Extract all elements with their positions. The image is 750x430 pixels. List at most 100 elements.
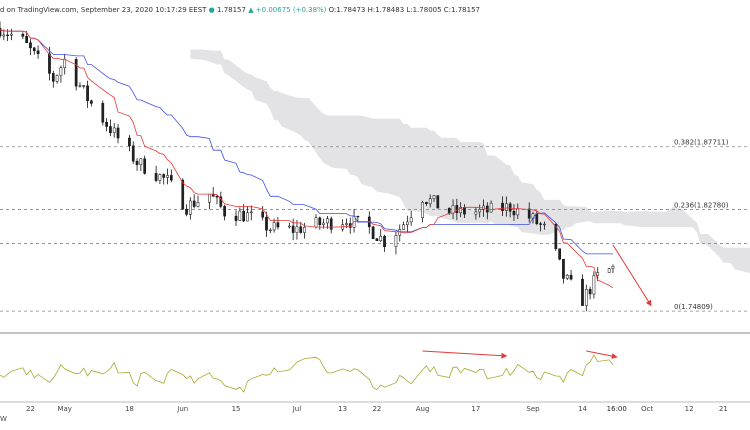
fib-label: 0(1.74809) — [674, 303, 713, 311]
candle-body — [82, 85, 86, 87]
candle-body — [406, 221, 409, 225]
candle-body — [234, 215, 238, 221]
candle-body — [131, 145, 135, 162]
candle-body — [345, 223, 348, 225]
candle-body — [539, 223, 542, 225]
fib-levels: 0.382(1.87711) 0.236(1.82780) 0(1.74809) — [0, 139, 750, 312]
candle-body — [219, 196, 223, 207]
candle-body — [383, 236, 386, 248]
candle-body — [90, 100, 93, 104]
candle-body — [25, 36, 28, 43]
candle-body — [584, 289, 588, 306]
candle-body — [527, 208, 531, 219]
candle-body — [588, 289, 592, 295]
candle-body — [10, 33, 13, 36]
x-tick-label: 15 — [232, 405, 241, 413]
x-tick-label: 17 — [471, 405, 480, 413]
candle-body — [504, 203, 508, 211]
candle-body — [223, 206, 226, 217]
candle-body — [249, 211, 253, 214]
candle-body — [569, 275, 573, 280]
candle-body — [169, 175, 173, 181]
x-tick-label: 22 — [26, 405, 35, 413]
x-tick-label: May — [57, 405, 71, 413]
candle-body — [394, 235, 398, 248]
candle-body — [63, 59, 67, 68]
candle-body — [268, 229, 272, 232]
header-source: d on TradingView.com, September 23, 2020… — [0, 6, 207, 14]
candle-body — [299, 226, 303, 233]
candle-body — [109, 126, 112, 134]
candle-body — [474, 211, 478, 215]
candle-body — [447, 207, 451, 214]
candle-body — [246, 212, 249, 222]
candle-body — [295, 226, 299, 233]
candle-body — [74, 59, 78, 87]
x-tick-label: 22 — [372, 405, 381, 413]
kijun-line — [0, 29, 613, 255]
candle-body — [291, 225, 295, 233]
candle-body — [478, 209, 482, 213]
candle-body — [265, 216, 268, 231]
x-tick-label: Aug — [416, 405, 430, 413]
x-tick-label: Oct — [641, 405, 653, 413]
candle-body — [581, 278, 584, 306]
candle-body — [421, 202, 424, 219]
candle-body — [322, 222, 325, 226]
candle-body — [59, 67, 63, 76]
candle-body — [436, 195, 440, 209]
x-tick-label: Jun — [176, 405, 188, 413]
candle-body — [398, 229, 402, 236]
fib-label: 0.382(1.87711) — [674, 139, 729, 147]
oscillator-pane — [0, 354, 614, 393]
candle-body — [208, 193, 211, 203]
oscillator-line — [0, 354, 614, 393]
candle-body — [51, 73, 55, 82]
candle-body — [238, 210, 242, 221]
candle-body — [154, 173, 158, 181]
candle-body — [166, 175, 169, 178]
candle-body — [592, 275, 596, 295]
candle-body — [128, 137, 131, 147]
candle-body — [287, 225, 291, 228]
x-tick-label: 13 — [338, 405, 347, 413]
candle-body — [101, 103, 105, 123]
candle-body — [565, 275, 569, 279]
candle-body — [428, 198, 432, 205]
candle-body — [0, 28, 2, 37]
candles — [0, 21, 615, 312]
candle-body — [261, 211, 265, 218]
time-axis: 22 May 18 Jun 15 Jul 13 22 Aug 17 Sep 14 16:00 Oct 12 2… — [26, 405, 728, 413]
tradingview-watermark-icon: W — [0, 415, 7, 423]
candle-body — [554, 223, 558, 250]
candle-body — [32, 47, 36, 52]
candle-body — [516, 208, 520, 216]
candle-body — [501, 202, 504, 211]
candle-body — [596, 272, 600, 276]
annotation-arrow — [612, 244, 652, 307]
candle-body — [139, 158, 143, 166]
candle-body — [215, 196, 219, 198]
candle-body — [607, 268, 611, 273]
annotation-arrow — [422, 350, 508, 359]
candle-body — [196, 202, 200, 207]
candle-body — [162, 174, 166, 178]
candle-body — [562, 258, 565, 279]
moving-averages — [0, 29, 614, 289]
candle-body — [192, 200, 196, 207]
candle-body — [543, 223, 546, 226]
candle-body — [36, 50, 40, 55]
candle-body — [185, 208, 188, 215]
candle-body — [189, 200, 192, 215]
candle-body — [2, 34, 6, 37]
candle-body — [135, 160, 139, 166]
candle-body — [535, 213, 539, 224]
candle-body — [425, 202, 428, 205]
candle-body — [116, 127, 120, 139]
candle-body — [303, 226, 306, 233]
header-change: ▲ +0.00675 (+0.38%) — [248, 6, 327, 14]
candle-body — [105, 121, 108, 127]
candle-body — [29, 42, 32, 49]
x-tick-label: 16:00 — [607, 405, 627, 413]
